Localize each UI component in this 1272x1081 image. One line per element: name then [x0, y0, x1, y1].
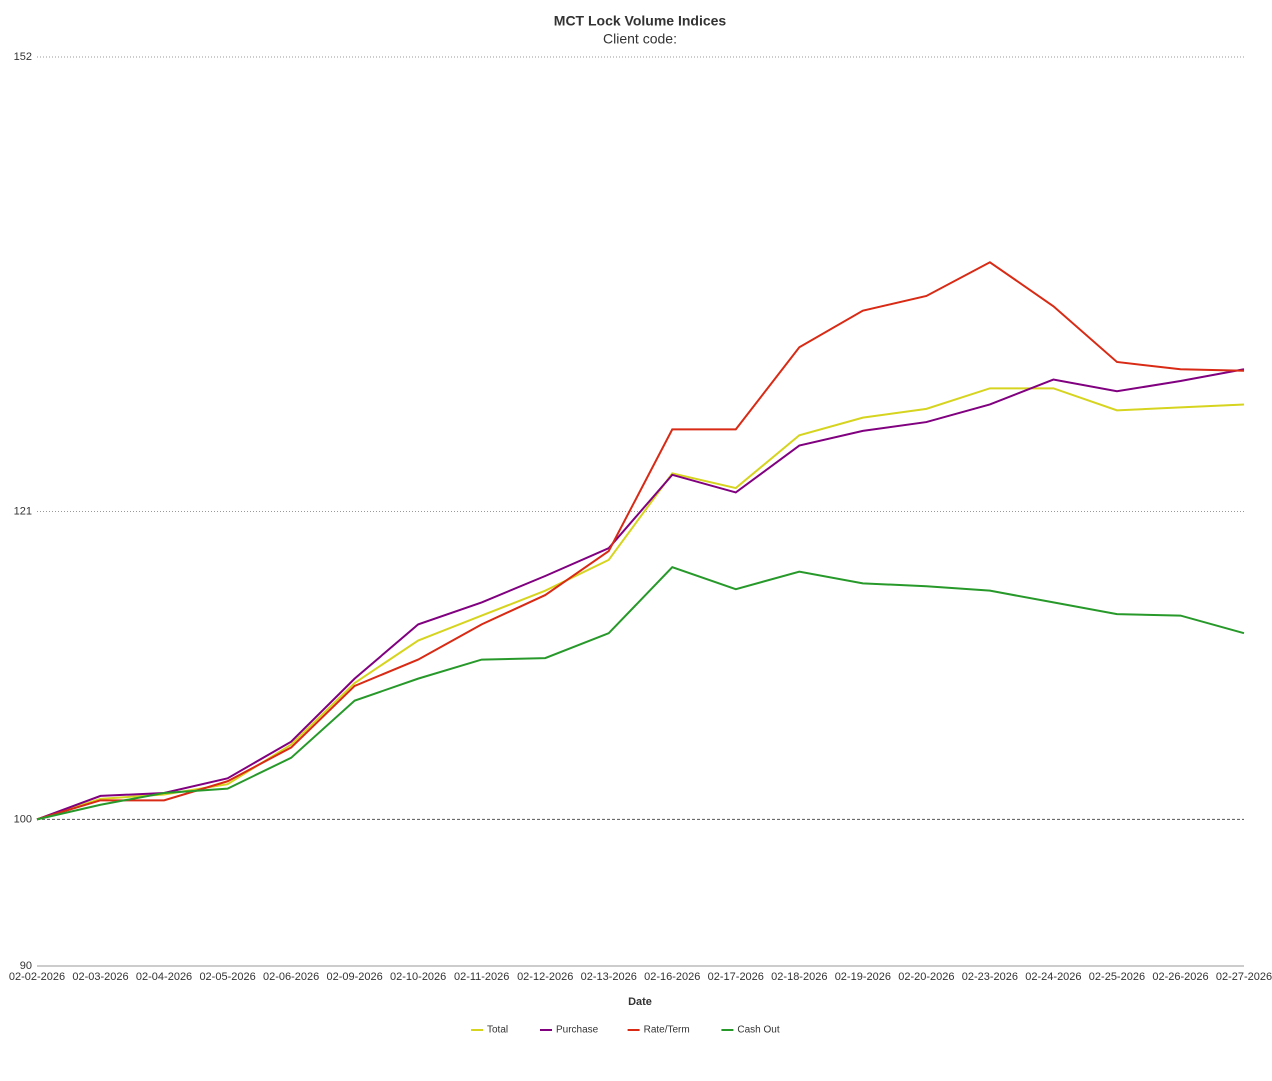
x-tick-label: 02-03-2026	[72, 971, 128, 983]
legend-label: Total	[487, 1025, 508, 1036]
legend-label: Purchase	[556, 1025, 599, 1036]
y-tick-label: 152	[14, 51, 32, 63]
legend-item: Rate/Term	[627, 1025, 690, 1036]
series-line	[36, 566, 1245, 821]
x-tick-label: 02-17-2026	[708, 971, 764, 983]
x-tick-label: 02-06-2026	[263, 971, 319, 983]
x-tick-label: 02-02-2026	[9, 971, 65, 983]
legend-label: Cash Out	[737, 1025, 779, 1036]
y-tick-label: 121	[14, 505, 32, 517]
x-tick-label: 02-12-2026	[517, 971, 573, 983]
x-axis-title: Date	[628, 996, 652, 1008]
y-tick-label: 90	[20, 960, 32, 972]
series-line	[36, 368, 1245, 821]
x-tick-label: 02-19-2026	[835, 971, 891, 983]
y-tick-label: 100	[14, 813, 32, 825]
x-tick-label: 02-27-2026	[1216, 971, 1272, 983]
x-tick-label: 02-18-2026	[771, 971, 827, 983]
x-tick-label: 02-11-2026	[454, 971, 509, 983]
x-tick-label: 02-20-2026	[898, 971, 954, 983]
legend-label: Rate/Term	[644, 1025, 690, 1036]
legend-item: Purchase	[540, 1025, 599, 1036]
x-tick-label: 02-23-2026	[962, 971, 1018, 983]
x-tick-label: 02-04-2026	[136, 971, 192, 983]
x-tick-label: 02-13-2026	[581, 971, 637, 983]
x-tick-label: 02-09-2026	[326, 971, 382, 983]
x-tick-label: 02-10-2026	[390, 971, 446, 983]
x-tick-label: 02-26-2026	[1152, 971, 1208, 983]
x-tick-label: 02-24-2026	[1025, 971, 1081, 983]
series-line	[36, 261, 1245, 821]
x-tick-label: 02-05-2026	[199, 971, 255, 983]
chart-title: MCT Lock Volume Indices	[554, 13, 727, 29]
series-line	[36, 387, 1245, 821]
x-tick-label: 02-16-2026	[644, 971, 700, 983]
x-tick-label: 02-25-2026	[1089, 971, 1145, 983]
chart-subtitle: Client code:	[603, 31, 677, 47]
legend-item: Total	[471, 1025, 508, 1036]
legend-item: Cash Out	[721, 1025, 780, 1036]
